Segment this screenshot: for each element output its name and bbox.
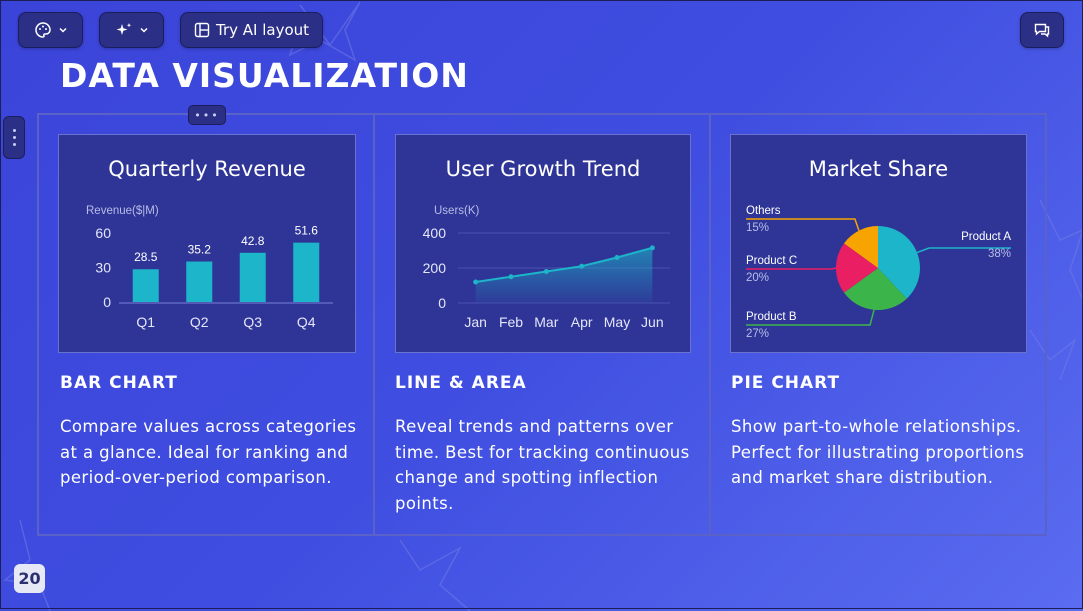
try-ai-layout-button[interactable]: Try AI layout <box>180 12 323 48</box>
area-fill <box>475 247 653 303</box>
data-point <box>614 255 620 260</box>
pie-slice <box>836 243 878 293</box>
x-tick-label: Jun <box>641 314 664 330</box>
sparkles-icon <box>116 23 131 35</box>
chevron-down-icon <box>58 27 67 33</box>
y-tick-label: 0 <box>103 294 111 310</box>
chevron-down-icon <box>139 27 148 33</box>
bar <box>293 242 320 302</box>
comment-icon <box>1034 23 1050 38</box>
pie-slice <box>844 268 907 310</box>
line-chart-box: User Growth Trend Users(K) 0 200 400 Jan Feb M… <box>395 134 691 353</box>
theme-dropdown-button[interactable] <box>18 12 83 48</box>
card-description: Compare values across categories at a gl… <box>60 417 357 487</box>
leader-line <box>746 309 875 326</box>
chart-title: User Growth Trend <box>445 157 641 181</box>
line-chart: Users(K) 0 200 400 Jan Feb Mar Apr May Jun <box>423 205 670 330</box>
y-axis-label: Revenue($|M) <box>86 205 159 217</box>
leader-line <box>916 247 1011 254</box>
pie-chart-box: Market Share Product A 38% Product B 27% Pro… <box>730 134 1027 353</box>
x-tick-label: Apr <box>571 314 593 330</box>
y-tick-label: 30 <box>95 260 111 276</box>
pie-slice <box>844 226 878 268</box>
card-description: Reveal trends and patterns over time. Be… <box>395 417 690 513</box>
card-description: Show part-to-whole relationships. Perfec… <box>731 417 1025 487</box>
data-point <box>649 245 655 251</box>
try-ai-layout-label: Try AI layout <box>215 21 310 39</box>
data-point <box>543 269 549 274</box>
x-tick-label: Q2 <box>190 314 209 330</box>
page-number: 20 <box>14 564 45 593</box>
bar-value-label: 51.6 <box>295 224 319 238</box>
data-point <box>508 274 514 280</box>
slice-percent: 20% <box>746 272 769 284</box>
pie-chart: Product A 38% Product B 27% Product C 20% Othe… <box>746 205 1011 340</box>
layout-icon <box>194 22 210 38</box>
y-tick-label: 400 <box>423 225 447 241</box>
leader-line <box>746 267 837 270</box>
x-tick-label: Q3 <box>243 314 262 330</box>
leader-line <box>746 218 860 231</box>
y-tick-label: 200 <box>423 260 447 276</box>
bar <box>132 269 159 302</box>
slice-label: Product C <box>746 255 797 267</box>
card-heading: PIE CHART <box>731 373 841 393</box>
x-tick-label: Q4 <box>297 314 316 330</box>
slice-percent: 15% <box>746 222 769 234</box>
bar-chart-card: Quarterly Revenue Revenue($|M) 0 30 60 28.5 Q… <box>39 115 375 534</box>
bar <box>239 252 266 302</box>
comments-button[interactable] <box>1020 12 1064 48</box>
x-tick-label: Jan <box>464 314 487 330</box>
x-tick-label: Mar <box>534 314 558 330</box>
card-heading: LINE & AREA <box>395 373 527 393</box>
ai-dropdown-button[interactable] <box>99 12 164 48</box>
side-drag-handle[interactable] <box>3 116 25 159</box>
x-tick-label: May <box>604 314 630 330</box>
slice-label: Product B <box>746 311 797 323</box>
x-tick-label: Feb <box>499 314 523 330</box>
pie-slice <box>878 226 920 299</box>
bar-value-label: 28.5 <box>134 250 158 264</box>
data-point <box>579 263 585 269</box>
chart-title: Market Share <box>808 157 949 181</box>
slide-title: DATA VISUALIZATION <box>60 56 469 95</box>
palette-icon <box>34 22 51 38</box>
bar-value-label: 35.2 <box>188 243 212 257</box>
slice-percent: 38% <box>988 248 1011 260</box>
bar-chart: Revenue($|M) 0 30 60 28.5 Q1 35.2 Q2 42.8 Q3 51.6 Q… <box>86 205 333 330</box>
bar <box>186 261 213 302</box>
slice-label: Product A <box>961 231 1011 243</box>
slice-label: Others <box>746 205 781 217</box>
pie-chart-card: Market Share Product A 38% Product B 27% Pro… <box>711 115 1045 534</box>
bar-value-label: 42.8 <box>241 234 265 248</box>
line-chart-card: User Growth Trend Users(K) 0 200 400 Jan Feb M… <box>375 115 711 534</box>
y-tick-label: 0 <box>438 295 446 311</box>
slice-percent: 27% <box>746 328 769 340</box>
x-tick-label: Q1 <box>136 314 155 330</box>
y-axis-label: Users(K) <box>434 205 480 217</box>
y-tick-label: 60 <box>95 225 111 241</box>
block-drag-handle[interactable]: ••• <box>188 105 226 125</box>
series-line <box>475 246 653 283</box>
bar-chart-box: Quarterly Revenue Revenue($|M) 0 30 60 28.5 Q… <box>58 134 356 353</box>
data-point <box>473 279 479 285</box>
chart-cards-grid: Quarterly Revenue Revenue($|M) 0 30 60 28.5 Q… <box>37 113 1047 536</box>
chart-title: Quarterly Revenue <box>108 157 306 181</box>
card-heading: BAR CHART <box>60 373 178 393</box>
